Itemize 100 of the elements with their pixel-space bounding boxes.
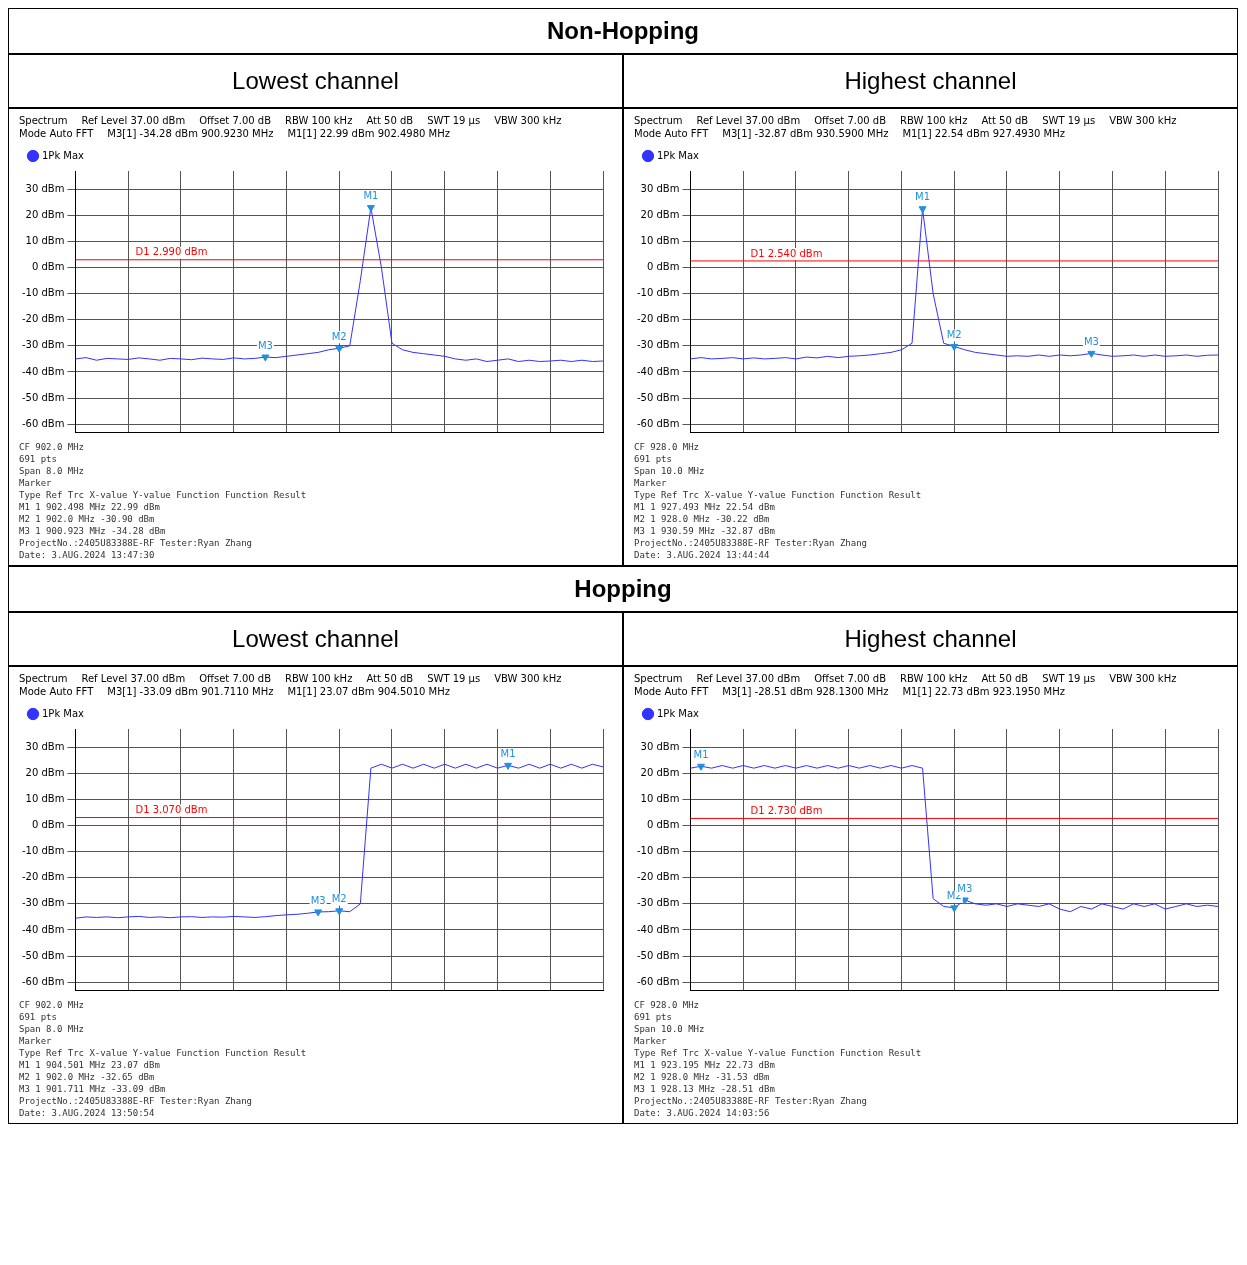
- y-tick-label: 30 dBm: [25, 740, 65, 752]
- y-tick-label: -40 dBm: [636, 923, 680, 935]
- y-tick-label: 20 dBm: [640, 766, 680, 778]
- data-label: M1: [693, 748, 709, 760]
- legend-label: 1Pk Max: [657, 707, 700, 719]
- y-tick-label: 30 dBm: [640, 182, 680, 194]
- text: Ref Level 37.00 dBm: [81, 115, 186, 126]
- ref-line-label: D1 3.070 dBm: [135, 804, 208, 816]
- y-tick-label: 0 dBm: [646, 819, 680, 831]
- y-tick-label: -60 dBm: [636, 417, 680, 429]
- legend-label: 1Pk Max: [42, 707, 85, 719]
- text: Spectrum: [19, 673, 68, 684]
- text: Ref Level 37.00 dBm: [81, 673, 186, 684]
- text: Spectrum: [634, 115, 683, 126]
- y-tick-label: 30 dBm: [640, 740, 680, 752]
- text: M3[1] -33.09 dBm 901.7110 MHz: [107, 686, 274, 697]
- text: M2 1 928.0 MHz -31.53 dBm: [634, 1071, 771, 1083]
- text: Marker: [19, 477, 53, 489]
- text: Date: 3.AUG.2024 13:44:44: [634, 549, 771, 561]
- data-label: M1: [363, 190, 379, 202]
- text: Att 50 dB: [366, 673, 414, 684]
- text: ProjectNo.:2405U83388E-RF Tester:Ryan Zhang: [634, 1095, 868, 1107]
- text: Marker: [19, 1035, 53, 1047]
- text: Type Ref Trc X-value Y-value Function Function Result: [634, 1047, 923, 1059]
- ref-line-label: D1 2.540 dBm: [750, 247, 823, 259]
- data-label: M3: [310, 894, 326, 906]
- text: M2 1 902.0 MHz -32.65 dBm: [19, 1071, 156, 1083]
- chart-title: Lowest channel: [8, 54, 623, 108]
- ref-line-label: D1 2.730 dBm: [750, 805, 823, 817]
- y-tick-label: 10 dBm: [25, 793, 65, 805]
- text: Span 8.0 MHz: [19, 465, 86, 477]
- y-tick-label: -30 dBm: [21, 897, 65, 909]
- legend-label: 1Pk Max: [657, 149, 700, 161]
- y-tick-label: -50 dBm: [21, 949, 65, 961]
- text: Type Ref Trc X-value Y-value Function Function Result: [19, 1047, 308, 1059]
- y-tick-label: -30 dBm: [636, 339, 680, 351]
- data-label: M2: [331, 893, 347, 905]
- text: Ref Level 37.00 dBm: [696, 673, 801, 684]
- text: M1 1 904.501 MHz 23.07 dBm: [19, 1059, 161, 1071]
- text: Att 50 dB: [366, 115, 414, 126]
- text: M1 1 902.498 MHz 22.99 dBm: [19, 501, 161, 513]
- text: M2 1 902.0 MHz -30.90 dBm: [19, 513, 156, 525]
- chart-title: Highest channel: [623, 612, 1238, 666]
- text: ProjectNo.:2405U83388E-RF Tester:Ryan Zhang: [19, 537, 253, 549]
- text: 691 pts: [634, 453, 673, 465]
- chart-title: Lowest channel: [8, 612, 623, 666]
- text: Type Ref Trc X-value Y-value Function Function Result: [19, 489, 308, 501]
- y-tick-label: -50 dBm: [21, 391, 65, 403]
- y-tick-label: -30 dBm: [21, 339, 65, 351]
- y-tick-label: 10 dBm: [640, 793, 680, 805]
- y-tick-label: -20 dBm: [636, 871, 680, 883]
- text: Att 50 dB: [981, 115, 1029, 126]
- y-tick-label: 0 dBm: [31, 261, 65, 273]
- text: Date: 3.AUG.2024 13:50:54: [19, 1107, 156, 1119]
- text: Mode Auto FFT: [19, 686, 94, 697]
- text: M1[1] 22.99 dBm 902.4980 MHz: [287, 128, 450, 139]
- y-tick-label: -10 dBm: [636, 845, 680, 857]
- text: M3 1 900.923 MHz -34.28 dBm: [19, 525, 167, 537]
- text: RBW 100 kHz: [900, 673, 968, 684]
- data-label: M3: [1083, 335, 1099, 347]
- text: Offset 7.00 dB: [199, 673, 272, 684]
- y-tick-label: -60 dBm: [21, 417, 65, 429]
- y-tick-label: -60 dBm: [636, 975, 680, 987]
- text: Att 50 dB: [981, 673, 1029, 684]
- text: 691 pts: [634, 1011, 673, 1023]
- data-label: M2: [946, 329, 962, 341]
- text: Marker: [634, 1035, 668, 1047]
- data-label: M2: [331, 330, 347, 342]
- text: RBW 100 kHz: [285, 115, 353, 126]
- y-tick-label: 10 dBm: [25, 235, 65, 247]
- text: 691 pts: [19, 453, 58, 465]
- text: SWT 19 µs: [1042, 673, 1096, 684]
- y-tick-label: 10 dBm: [640, 235, 680, 247]
- y-tick-label: -10 dBm: [636, 287, 680, 299]
- y-tick-label: -30 dBm: [636, 897, 680, 909]
- text: SWT 19 µs: [427, 673, 481, 684]
- text: Type Ref Trc X-value Y-value Function Function Result: [634, 489, 923, 501]
- y-tick-label: -50 dBm: [636, 949, 680, 961]
- text: Offset 7.00 dB: [814, 673, 887, 684]
- text: Date: 3.AUG.2024 13:47:30: [19, 549, 156, 561]
- y-tick-label: -10 dBm: [21, 845, 65, 857]
- text: Span 8.0 MHz: [19, 1023, 86, 1035]
- y-tick-label: 0 dBm: [31, 819, 65, 831]
- text: M1 1 927.493 MHz 22.54 dBm: [634, 501, 776, 513]
- text: M1[1] 23.07 dBm 904.5010 MHz: [287, 686, 450, 697]
- text: VBW 300 kHz: [1109, 673, 1177, 684]
- text: 691 pts: [19, 1011, 58, 1023]
- ref-line-label: D1 2.990 dBm: [135, 246, 208, 258]
- y-tick-label: 0 dBm: [646, 261, 680, 273]
- text: Offset 7.00 dB: [199, 115, 272, 126]
- text: SWT 19 µs: [427, 115, 481, 126]
- data-label: M1: [915, 191, 931, 203]
- text: M3[1] -28.51 dBm 928.1300 MHz: [722, 686, 889, 697]
- text: SWT 19 µs: [1042, 115, 1096, 126]
- text: M2 1 928.0 MHz -30.22 dBm: [634, 513, 771, 525]
- y-tick-label: 20 dBm: [25, 766, 65, 778]
- text: Ref Level 37.00 dBm: [696, 115, 801, 126]
- text: Marker: [634, 477, 668, 489]
- y-tick-label: -40 dBm: [21, 923, 65, 935]
- y-tick-label: 20 dBm: [25, 208, 65, 220]
